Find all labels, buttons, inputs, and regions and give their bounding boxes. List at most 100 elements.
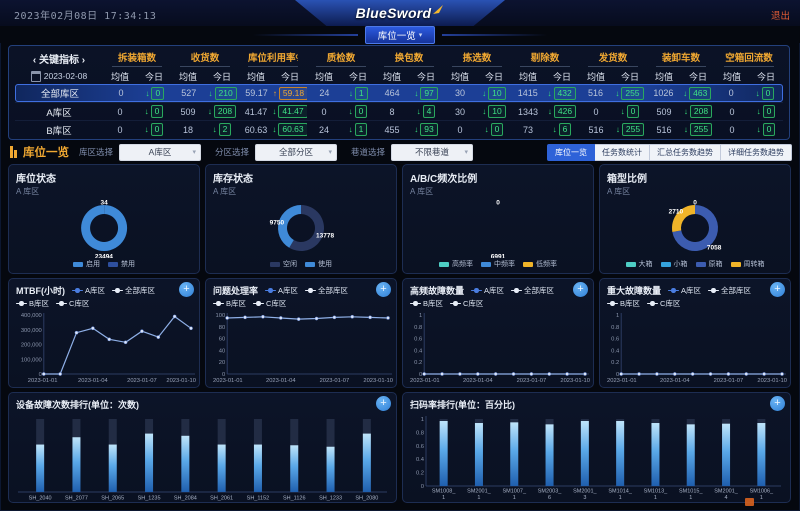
expand-button[interactable]: +	[770, 282, 785, 297]
svg-text:2023-01-07: 2023-01-07	[714, 378, 744, 384]
kpi-today-badge: 1	[354, 123, 368, 136]
kpi-avg-value: 60.63	[244, 124, 268, 135]
svg-text:1: 1	[654, 495, 657, 501]
legend-item-全部库区[interactable]: 全部库区	[708, 285, 751, 296]
view-tab-task-stats[interactable]: 任务数统计	[595, 143, 650, 161]
svg-text:40: 40	[219, 348, 225, 354]
lane-select[interactable]: 不限巷道 ▾	[391, 143, 474, 161]
kpi-subheader-today: 今日	[144, 71, 163, 82]
kpi-avg-value: 0	[729, 124, 735, 135]
legend-marker	[112, 288, 124, 293]
page-selector-tab[interactable]: 库位一览 ▾	[364, 25, 436, 44]
kpi-row-B库区[interactable]: B库区 0 ↓ 0 18 ↓ 2 60.63 ↓ 60.63 24 ↓ 1 455 ↓ 93 0 ↓ 0 73 ↓ 6 51…	[15, 120, 783, 138]
legend-item-C库区[interactable]: C库区	[56, 298, 89, 309]
legend-swatch	[481, 261, 491, 267]
view-tab-summary-task-trend[interactable]: 汇总任务数趋势	[650, 143, 721, 161]
warehouse-area-select[interactable]: A库区 ▾	[119, 143, 202, 161]
legend-marker	[305, 288, 317, 293]
kpi-today-value: ↓ 93	[409, 123, 443, 136]
legend-item-禁用[interactable]: 禁用	[108, 259, 135, 269]
kpi-today-value: ↓ 426	[545, 105, 579, 118]
legend-item-中频率[interactable]: 中频率	[481, 259, 515, 269]
partition-select[interactable]: 全部分区 ▾	[255, 143, 338, 161]
decorative-line-left	[252, 33, 358, 36]
legend-item-周转箱[interactable]: 周转箱	[730, 259, 765, 269]
kpi-subheader-avg: 均值	[110, 71, 129, 82]
legend-item-A库区[interactable]: A库区	[72, 285, 105, 296]
kpi-row-全部库区[interactable]: 全部库区 0 ↓ 0 527 ↓ 210 59.17 ↑ 59.18 24 ↓ 1 464 ↓ 97 30 ↓ 10…	[15, 84, 783, 102]
legend-item-C库区[interactable]: C库区	[647, 298, 680, 309]
legend-item-小箱[interactable]: 小箱	[660, 259, 688, 269]
kpi-subheader-avg: 均值	[518, 71, 537, 82]
legend-item-C库区[interactable]: C库区	[450, 298, 483, 309]
chevron-down-icon: ▾	[464, 149, 469, 156]
kpi-subheader-today: 今日	[756, 71, 775, 82]
legend-item-低频率[interactable]: 低频率	[523, 259, 557, 269]
expand-button[interactable]: +	[179, 282, 194, 297]
kpi-avg-value: 0	[321, 106, 327, 117]
kpi-avg-value: 516	[588, 88, 604, 98]
legend-swatch	[270, 261, 280, 267]
svg-text:2023-01-10: 2023-01-10	[363, 378, 393, 384]
kpi-avg-value: 527	[181, 88, 197, 98]
legend-item-大箱[interactable]: 大箱	[625, 259, 653, 269]
legend-item-原箱[interactable]: 原箱	[695, 259, 723, 269]
legend-item-A库区[interactable]: A库区	[471, 285, 504, 296]
panel-title: 高频故障数量	[410, 286, 465, 296]
panel-major-faults: 重大故障数量 A库区 全部库区 B库区 C库区 + 0 0.2 0.4 0.6 0.8 1 202…	[599, 278, 791, 388]
svg-text:0.4: 0.4	[611, 348, 620, 354]
legend-marker	[72, 288, 83, 293]
svg-text:2023-01-01: 2023-01-01	[410, 378, 440, 384]
arrow-down-icon: ↓	[683, 125, 688, 134]
svg-text:0.6: 0.6	[611, 337, 619, 343]
legend-item-B库区[interactable]: B库区	[607, 298, 640, 309]
legend-item-全部库区[interactable]: 全部库区	[112, 285, 155, 296]
section-accent-icon	[10, 146, 17, 158]
arrow-down-icon: ↓	[416, 107, 421, 116]
arrow-down-icon: ↓	[414, 88, 419, 98]
legend-item-B库区[interactable]: B库区	[16, 298, 49, 309]
arrow-down-icon: ↓	[620, 107, 625, 116]
legend-item-全部库区[interactable]: 全部库区	[511, 285, 554, 296]
kpi-avg-value: 0	[729, 106, 735, 117]
kpi-avg-value: 0	[118, 88, 124, 98]
kpi-today-badge: 10	[488, 86, 506, 100]
chart-legend: 大箱 小箱 原箱 周转箱	[607, 259, 783, 269]
kpi-subheader-today: 今日	[484, 71, 503, 82]
filter-bar: 库位一览 库区选择 A库区 ▾ 分区选择 全部分区 ▾ 巷道选择 不限巷道 ▾ …	[10, 143, 792, 161]
expand-button[interactable]: +	[573, 282, 588, 297]
kpi-today-value: ↓ 1	[341, 123, 375, 136]
expand-button[interactable]: +	[376, 396, 391, 411]
kpi-today-value: ↓ 0	[749, 105, 783, 118]
legend-item-B库区[interactable]: B库区	[213, 298, 246, 309]
kpi-avg-value: 41.47	[244, 106, 268, 117]
legend-item-启用[interactable]: 启用	[73, 259, 100, 269]
legend-item-A库区[interactable]: A库区	[265, 285, 298, 296]
svg-text:SH_1126: SH_1126	[283, 496, 306, 502]
view-tab-location-overview[interactable]: 库位一览	[547, 143, 595, 161]
kpi-date: 2023-02-08	[15, 70, 103, 82]
svg-text:0: 0	[222, 372, 225, 378]
kpi-row-A库区[interactable]: A库区 0 ↓ 0 509 ↓ 208 41.47 ↓ 41.47 0 ↓ 0 8 ↓ 4 30 ↓ 10 1343 ↓…	[15, 102, 783, 120]
legend-item-高频率[interactable]: 高频率	[439, 259, 473, 269]
legend-item-全部库区[interactable]: 全部库区	[305, 285, 348, 296]
chart-legend: 空闲 使用	[213, 259, 389, 269]
svg-text:0: 0	[496, 200, 500, 207]
expand-button[interactable]: +	[770, 396, 785, 411]
expand-button[interactable]: +	[376, 282, 391, 297]
logout-button[interactable]: 退出	[770, 11, 790, 22]
kpi-today-badge: 0	[762, 123, 776, 136]
kpi-today-value: ↓ 0	[137, 105, 171, 118]
legend-item-B库区[interactable]: B库区	[410, 298, 443, 309]
svg-text:2023-01-07: 2023-01-07	[517, 378, 547, 384]
kpi-avg-value: 509	[656, 106, 672, 117]
legend-item-C库区[interactable]: C库区	[253, 298, 286, 309]
view-tab-detail-task-trend[interactable]: 详细任务数趋势	[721, 143, 792, 161]
svg-text:2023-01-04: 2023-01-04	[78, 378, 108, 384]
legend-item-A库区[interactable]: A库区	[668, 285, 701, 296]
svg-text:1: 1	[689, 495, 692, 501]
legend-item-使用[interactable]: 使用	[305, 259, 332, 269]
legend-marker	[213, 301, 224, 306]
panel-subtitle: A 库区	[607, 187, 631, 196]
legend-item-空闲[interactable]: 空闲	[270, 259, 297, 269]
